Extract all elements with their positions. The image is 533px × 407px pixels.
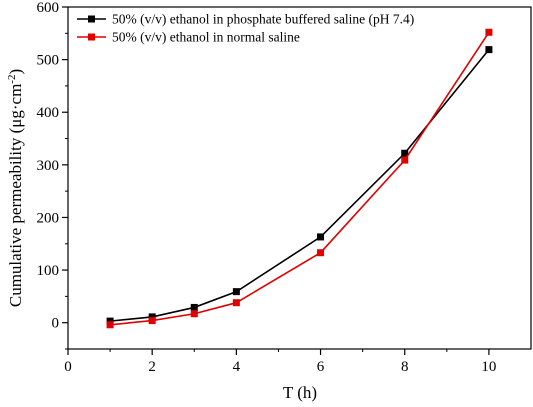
series-2-point bbox=[232, 299, 240, 307]
series-2-point bbox=[317, 249, 325, 257]
series-1-point bbox=[232, 288, 240, 296]
legend-marker-2 bbox=[88, 33, 95, 41]
series-1-line bbox=[110, 49, 490, 322]
series-2-point bbox=[106, 321, 114, 329]
legend-label-2: 50% (v/v) ethanol in normal saline bbox=[112, 30, 300, 45]
y-axis-title-main: Cumulative permeability (μg·cm bbox=[6, 84, 25, 307]
series-2-point bbox=[190, 310, 198, 318]
y-tick-label: 200 bbox=[37, 210, 60, 226]
x-tick-label: 10 bbox=[481, 359, 496, 375]
y-tick-label: 0 bbox=[52, 316, 60, 332]
plot-area-frame bbox=[67, 6, 532, 350]
series-2-point bbox=[401, 156, 409, 164]
x-tick-label: 2 bbox=[148, 359, 156, 375]
series-1-point bbox=[148, 313, 156, 321]
series-1-point bbox=[485, 46, 493, 54]
series-1-point bbox=[401, 149, 409, 157]
x-tick-label: 6 bbox=[317, 359, 325, 375]
y-axis-title-superscript: -2 bbox=[6, 75, 18, 84]
y-tick-label: 300 bbox=[37, 158, 60, 174]
x-tick-label: 0 bbox=[64, 359, 72, 375]
series-2-point bbox=[148, 317, 156, 325]
y-tick-label: 400 bbox=[37, 105, 60, 121]
x-axis-title: T (h) bbox=[283, 383, 317, 402]
y-axis-title-end: ) bbox=[6, 69, 25, 75]
x-tick-label: 8 bbox=[401, 359, 409, 375]
x-tick-label: 4 bbox=[233, 359, 241, 375]
series-1-point bbox=[106, 317, 114, 325]
y-tick-label: 600 bbox=[37, 0, 60, 16]
series-2-line bbox=[110, 31, 490, 326]
series-2-point bbox=[485, 28, 493, 36]
series-1-point bbox=[190, 303, 198, 311]
y-tick-label: 500 bbox=[37, 53, 60, 69]
legend-label-1: 50% (v/v) ethanol in phosphate buffered … bbox=[112, 12, 414, 27]
series-1-point bbox=[317, 233, 325, 241]
y-tick-label: 100 bbox=[37, 263, 60, 279]
y-axis-title: Cumulative permeability (μg·cm-2) bbox=[6, 69, 25, 307]
legend-marker-1 bbox=[88, 15, 95, 23]
